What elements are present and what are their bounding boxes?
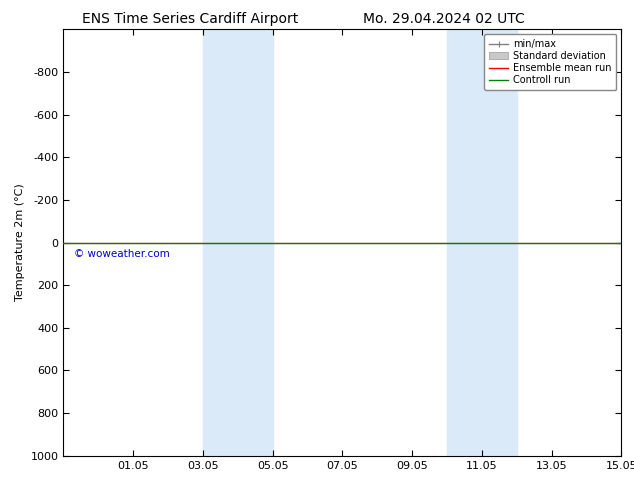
Bar <box>447 29 517 456</box>
Text: ENS Time Series Cardiff Airport: ENS Time Series Cardiff Airport <box>82 12 299 26</box>
Text: Mo. 29.04.2024 02 UTC: Mo. 29.04.2024 02 UTC <box>363 12 525 26</box>
Y-axis label: Temperature 2m (°C): Temperature 2m (°C) <box>15 184 25 301</box>
Bar <box>203 29 273 456</box>
Legend: min/max, Standard deviation, Ensemble mean run, Controll run: min/max, Standard deviation, Ensemble me… <box>484 34 616 90</box>
Text: © woweather.com: © woweather.com <box>74 249 170 259</box>
